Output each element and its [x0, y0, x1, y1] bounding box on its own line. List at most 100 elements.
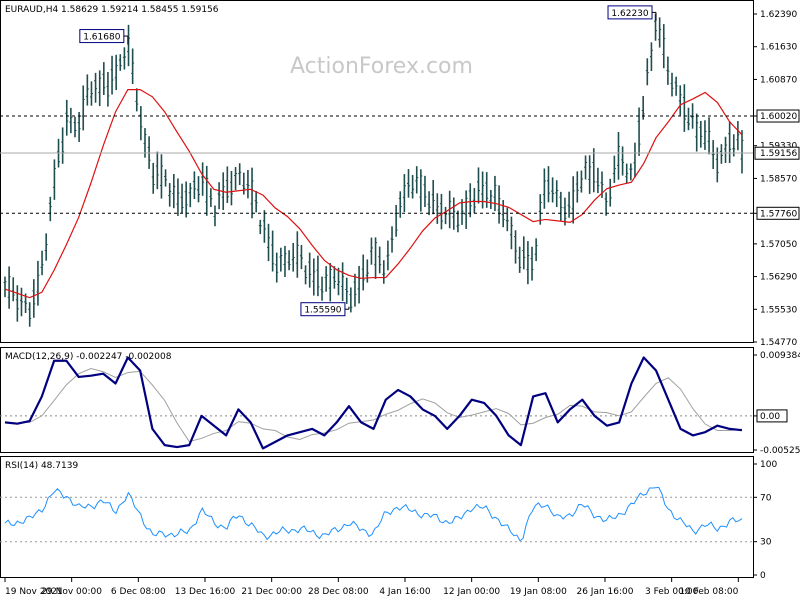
- price-bar: [332, 266, 336, 289]
- price-bar: [476, 167, 480, 204]
- time-tick-label: 26 Jan 16:00: [576, 587, 633, 597]
- price-bar: [114, 54, 118, 91]
- price-bar: [139, 106, 143, 141]
- macd-signal-line: [4, 367, 743, 443]
- price-bar: [649, 42, 653, 72]
- price-bar: [159, 154, 163, 199]
- time-tick-label: 28 Dec 08:00: [308, 587, 369, 597]
- time-tick-label: 4 Jan 16:00: [379, 587, 431, 597]
- price-bar: [728, 121, 732, 164]
- price-bar: [246, 170, 250, 199]
- rsi-line: [4, 486, 743, 542]
- price-bar: [229, 170, 233, 206]
- time-tick-label: 3 Feb 00:00: [645, 587, 699, 597]
- price-bar: [225, 166, 229, 203]
- price-bar: [77, 112, 81, 142]
- price-bar: [699, 120, 703, 148]
- price-bar: [131, 48, 135, 84]
- price-bar: [36, 260, 40, 306]
- price-bar: [411, 175, 415, 199]
- time-tick-label: 13 Dec 16:00: [175, 587, 236, 597]
- price-bar: [431, 179, 435, 215]
- price-bar: [538, 194, 542, 225]
- price-bar: [682, 84, 686, 132]
- price-tick-label: 1.55530: [760, 305, 797, 315]
- current-price-label: 1.59156: [760, 149, 797, 159]
- price-bar: [526, 241, 530, 285]
- price-tick-label: 1.60020: [760, 112, 797, 122]
- price-tick-label: 1.57760: [760, 209, 797, 219]
- price-bar: [382, 260, 386, 284]
- price-bar: [324, 266, 328, 292]
- time-tick-label: 29 Nov 00:00: [41, 587, 102, 597]
- price-bar: [164, 169, 168, 187]
- price-bar: [365, 259, 369, 283]
- price-bar: [345, 277, 349, 304]
- rsi-panel-frame: [0, 456, 754, 578]
- price-level-tag: [756, 109, 800, 123]
- price-bar: [629, 163, 633, 181]
- price-bar: [740, 130, 744, 174]
- price-bar: [234, 167, 238, 191]
- price-bar: [7, 266, 11, 309]
- price-bar: [435, 193, 439, 224]
- rsi-tick-label: 30: [760, 538, 772, 548]
- price-bar: [73, 116, 77, 138]
- price-bar: [213, 205, 217, 227]
- price-bar: [135, 88, 139, 112]
- axes: 1.623901.616301.608701.600201.593301.585…: [4, 10, 800, 597]
- price-bar: [551, 177, 555, 203]
- price-bar: [678, 85, 682, 116]
- price-bar: [645, 58, 649, 86]
- price-bar: [262, 210, 266, 243]
- price-bar: [534, 238, 538, 262]
- price-bar: [378, 246, 382, 274]
- price-bar: [32, 279, 36, 318]
- macd-tick-label: 0.009384: [760, 351, 800, 361]
- price-bar: [15, 285, 19, 322]
- price-bar: [180, 183, 184, 214]
- price-bar: [308, 252, 312, 288]
- price-bar: [184, 181, 188, 218]
- rsi-tick-label: 70: [760, 493, 772, 503]
- price-bar: [695, 113, 699, 152]
- price-bar: [530, 246, 534, 281]
- price-bar: [168, 183, 172, 207]
- price-bar: [85, 74, 89, 106]
- price-bar: [102, 62, 106, 96]
- price-bar: [571, 176, 575, 224]
- price-bar: [192, 171, 196, 200]
- rsi-panel-header: RSI(14) 48.7139: [5, 461, 78, 471]
- price-bar: [472, 188, 476, 214]
- price-tick-label: 1.60870: [760, 75, 797, 85]
- price-bar: [724, 136, 728, 163]
- macd-panel-header: MACD(12,26,9) -0.002247 -0.002008: [5, 352, 172, 362]
- price-bar: [89, 81, 93, 106]
- price-bar: [588, 155, 592, 194]
- price-bar: [337, 267, 341, 296]
- price-bar: [415, 166, 419, 194]
- price-bar: [518, 246, 522, 273]
- price-bar: [390, 226, 394, 253]
- time-tick-label: 21 Dec 00:00: [241, 587, 302, 597]
- price-panel-header: EURAUD,H4 1.58629 1.59214 1.58455 1.5915…: [5, 5, 219, 15]
- macd-tick-label: 0.00: [760, 412, 780, 422]
- macd-main-line: [4, 356, 743, 450]
- price-bar: [625, 163, 629, 184]
- price-bar: [312, 258, 316, 296]
- price-bar: [275, 252, 279, 283]
- price-bar: [686, 107, 690, 131]
- price-bar: [341, 262, 345, 302]
- price-bar: [736, 121, 740, 151]
- price-bar: [604, 192, 608, 216]
- price-bar: [555, 180, 559, 208]
- price-bar: [328, 263, 332, 302]
- price-bar: [48, 196, 52, 222]
- time-tick-label: 6 Dec 08:00: [111, 587, 166, 597]
- rsi-lines: [0, 486, 753, 543]
- price-level-tag: [756, 206, 800, 220]
- time-tick-label: 12 Jan 00:00: [443, 587, 500, 597]
- price-bar: [209, 188, 213, 207]
- price-bar: [670, 72, 674, 97]
- price-bar: [579, 170, 583, 193]
